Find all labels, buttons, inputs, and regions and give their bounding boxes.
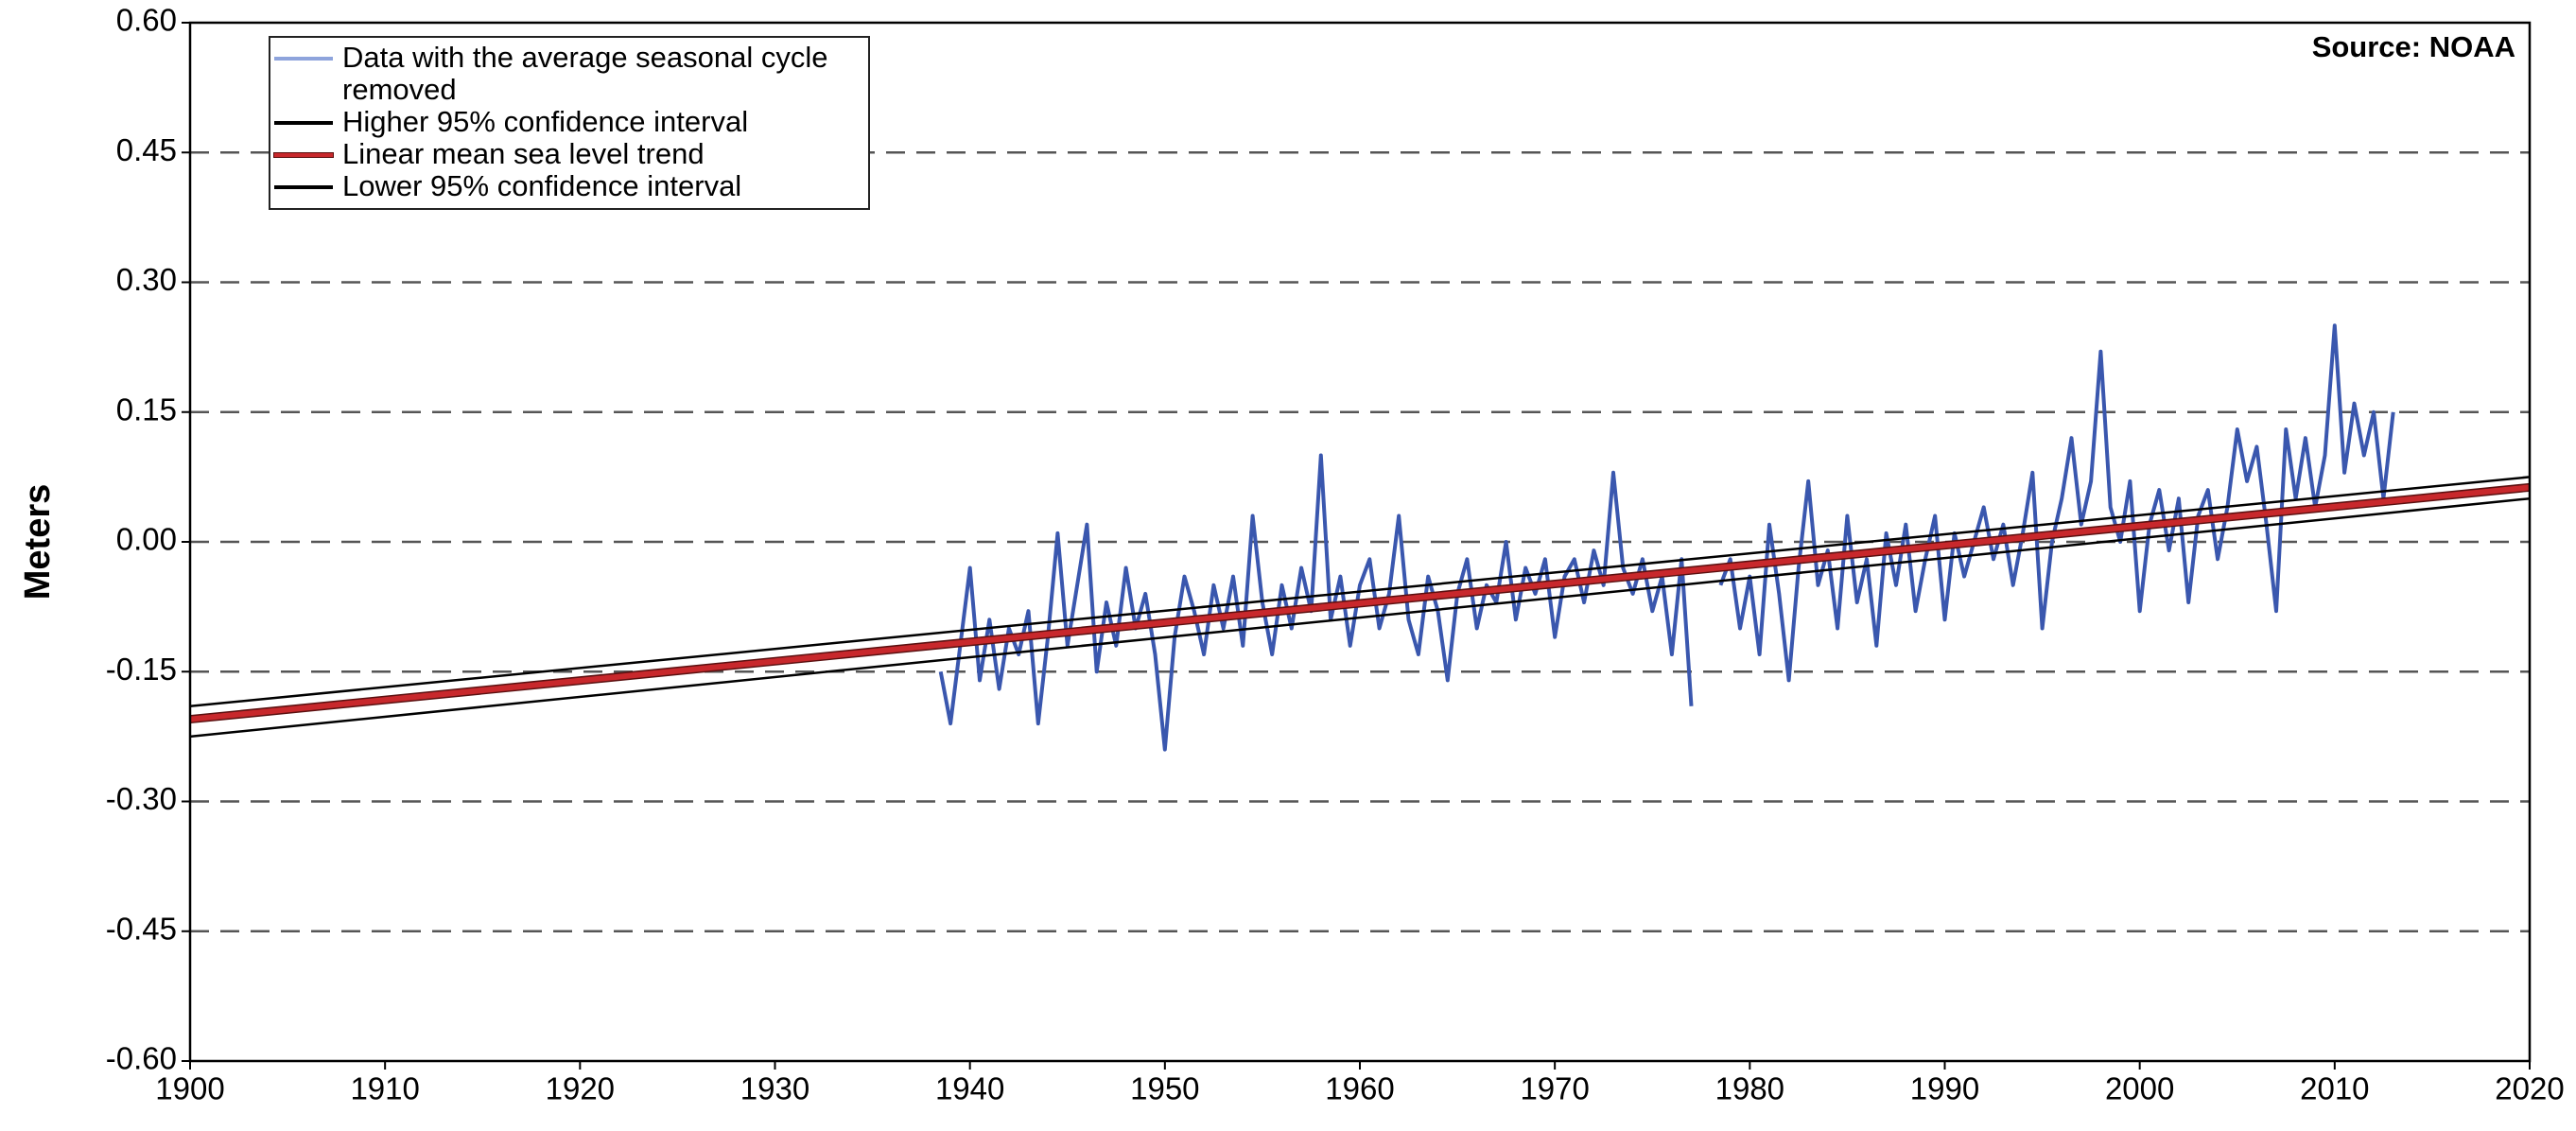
y-tick-label: -0.45 (106, 911, 177, 946)
trend-line (189, 484, 2531, 722)
legend-swatch (274, 185, 333, 189)
legend-label: Higher 95% confidence interval (342, 105, 749, 138)
legend-label: Linear mean sea level trend (342, 137, 705, 170)
legend: Data with the average seasonal cycle rem… (269, 36, 870, 210)
y-tick-label: 0.15 (116, 392, 177, 426)
plot-frame (188, 21, 2532, 1063)
y-tick-label: -0.60 (106, 1041, 177, 1076)
legend-label: Lower 95% confidence interval (342, 169, 742, 202)
y-tick-label: 0.45 (116, 132, 177, 167)
y-tick-label: 0.00 (116, 522, 177, 557)
trend-line (189, 476, 2531, 708)
y-tick-label: 0.30 (116, 262, 177, 297)
x-tick-label: 1970 (1520, 1071, 1589, 1106)
x-tick-label: 1940 (935, 1071, 1004, 1106)
y-tick-label: 0.60 (116, 3, 177, 38)
trend-line (189, 496, 2531, 739)
y-tick-label: -0.30 (106, 781, 177, 816)
x-tick-label: 1900 (155, 1071, 224, 1106)
x-tick-label: 2020 (2495, 1071, 2564, 1106)
data-line (938, 323, 2395, 752)
legend-swatch (274, 153, 333, 157)
legend-item: Data with the average seasonal cycle rem… (270, 42, 868, 106)
legend-item: Linear mean sea level trend (270, 138, 868, 170)
x-tick-label: 1950 (1130, 1071, 1199, 1106)
y-axis-label: Meters (18, 484, 58, 600)
legend-swatch (274, 121, 333, 125)
x-tick-label: 1990 (1910, 1071, 1979, 1106)
x-tick-label: 1920 (546, 1071, 615, 1106)
y-tick-label: -0.15 (106, 652, 177, 687)
legend-item: Higher 95% confidence interval (270, 106, 868, 138)
x-tick-label: 1910 (350, 1071, 419, 1106)
x-tick-label: 1960 (1325, 1071, 1394, 1106)
x-tick-label: 1930 (740, 1071, 809, 1106)
x-tick-label: 2000 (2105, 1071, 2174, 1106)
x-tick-label: 1980 (1715, 1071, 1784, 1106)
x-tick-label: 2010 (2300, 1071, 2369, 1106)
source-note: Source: NOAA (2312, 30, 2515, 63)
legend-label: Data with the average seasonal cycle rem… (342, 41, 828, 106)
legend-swatch (274, 57, 333, 61)
legend-item: Lower 95% confidence interval (270, 170, 868, 202)
